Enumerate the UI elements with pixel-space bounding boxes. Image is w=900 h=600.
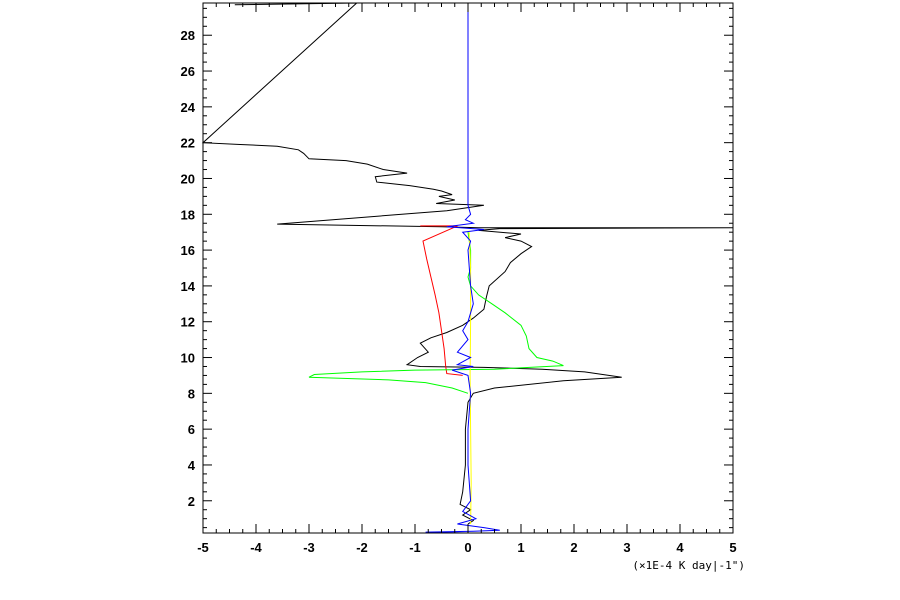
y-tick-label-8: 18 [181,207,195,222]
series-layer [201,2,734,534]
x-tick-label-3: -2 [356,540,368,555]
series-line-4 [468,232,472,525]
x-tick-label-8: 3 [623,540,630,555]
x-tick-label-7: 2 [570,540,577,555]
y-tick-label-0: 2 [188,494,195,509]
series-line-5 [425,3,500,534]
y-tick-label-3: 8 [188,386,195,401]
x-tick-label-4: -1 [409,540,421,555]
x-tick-label-6: 1 [517,540,524,555]
series-line-3 [308,232,564,394]
x-unit-label: (×1E-4 K day|-1") [632,559,745,572]
y-tick-label-1: 4 [188,458,196,473]
y-tick-label-11: 24 [181,100,196,115]
y-tick-label-10: 22 [181,136,195,151]
y-tick-label-5: 12 [181,315,195,330]
x-tick-label-5: 0 [464,540,471,555]
series-line-1 [201,2,734,525]
y-tick-label-6: 14 [181,279,196,294]
y-tick-label-4: 10 [181,351,195,366]
y-tick-label-12: 26 [181,64,195,79]
x-tick-label-1: -4 [250,540,262,555]
y-tick-label-2: 6 [188,422,195,437]
x-tick-label-0: -5 [197,540,209,555]
y-tick-label-7: 16 [181,243,195,258]
y-tick-label-9: 20 [181,171,195,186]
series-line-2 [420,225,463,376]
x-tick-label-9: 4 [676,540,684,555]
x-tick-label-2: -3 [303,540,315,555]
x-tick-label-10: 5 [729,540,736,555]
y-tick-label-13: 28 [181,28,195,43]
